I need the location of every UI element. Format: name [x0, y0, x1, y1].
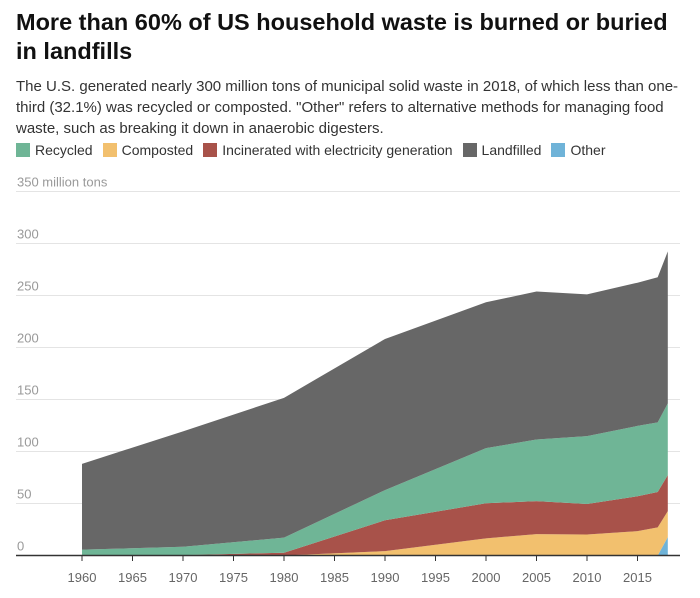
legend: Recycled Composted Incinerated with electr… — [16, 142, 605, 158]
x-tick-label: 1980 — [270, 570, 299, 585]
x-tick-label: 1990 — [371, 570, 400, 585]
y-tick-label: 350 million tons — [17, 175, 108, 190]
x-tick-label: 1960 — [68, 570, 97, 585]
legend-swatch — [551, 143, 566, 157]
legend-item: Landfilled — [462, 142, 542, 158]
legend-swatch — [102, 143, 117, 157]
legend-swatch — [462, 143, 477, 157]
y-tick-label: 50 — [17, 487, 31, 502]
x-tick-label: 2010 — [573, 570, 602, 585]
x-tick-label: 2000 — [472, 570, 501, 585]
legend-label: Landfilled — [481, 142, 542, 158]
x-tick-label: 1970 — [169, 570, 198, 585]
y-tick-label: 150 — [17, 383, 39, 398]
x-tick-label: 1965 — [118, 570, 147, 585]
legend-label: Composted — [121, 142, 194, 158]
legend-label: Incinerated with electricity generation — [222, 142, 453, 158]
x-tick-label: 2005 — [522, 570, 551, 585]
legend-item: Composted — [102, 142, 194, 158]
y-tick-label: 200 — [17, 331, 39, 346]
legend-swatch — [203, 143, 218, 157]
x-tick-label: 2015 — [623, 570, 652, 585]
legend-item: Incinerated with electricity generation — [203, 142, 453, 158]
area-landfilled — [82, 251, 668, 550]
y-tick-label: 250 — [17, 279, 39, 294]
x-tick-label: 1975 — [219, 570, 248, 585]
legend-item: Other — [551, 142, 605, 158]
chart-title: More than 60% of US household waste is b… — [16, 9, 668, 64]
legend-swatch — [16, 143, 30, 157]
area-incinerated — [82, 475, 668, 556]
y-tick-label: 100 — [17, 435, 39, 450]
x-tick-label: 1995 — [421, 570, 450, 585]
y-tick-label: 300 — [17, 227, 39, 242]
x-tick-label: 1985 — [320, 570, 349, 585]
legend-label: Other — [570, 142, 606, 158]
area-recycled — [82, 403, 668, 556]
legend-item: Recycled — [16, 142, 93, 158]
legend-label: Recycled — [35, 142, 93, 158]
y-tick-label: 0 — [17, 539, 24, 554]
chart-subtitle: The U.S. generated nearly 300 million to… — [16, 78, 679, 137]
area-composted — [82, 511, 668, 556]
